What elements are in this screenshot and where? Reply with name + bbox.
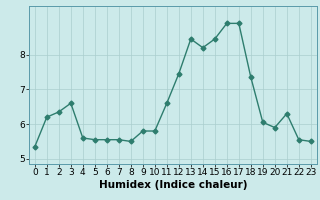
X-axis label: Humidex (Indice chaleur): Humidex (Indice chaleur) bbox=[99, 180, 247, 190]
